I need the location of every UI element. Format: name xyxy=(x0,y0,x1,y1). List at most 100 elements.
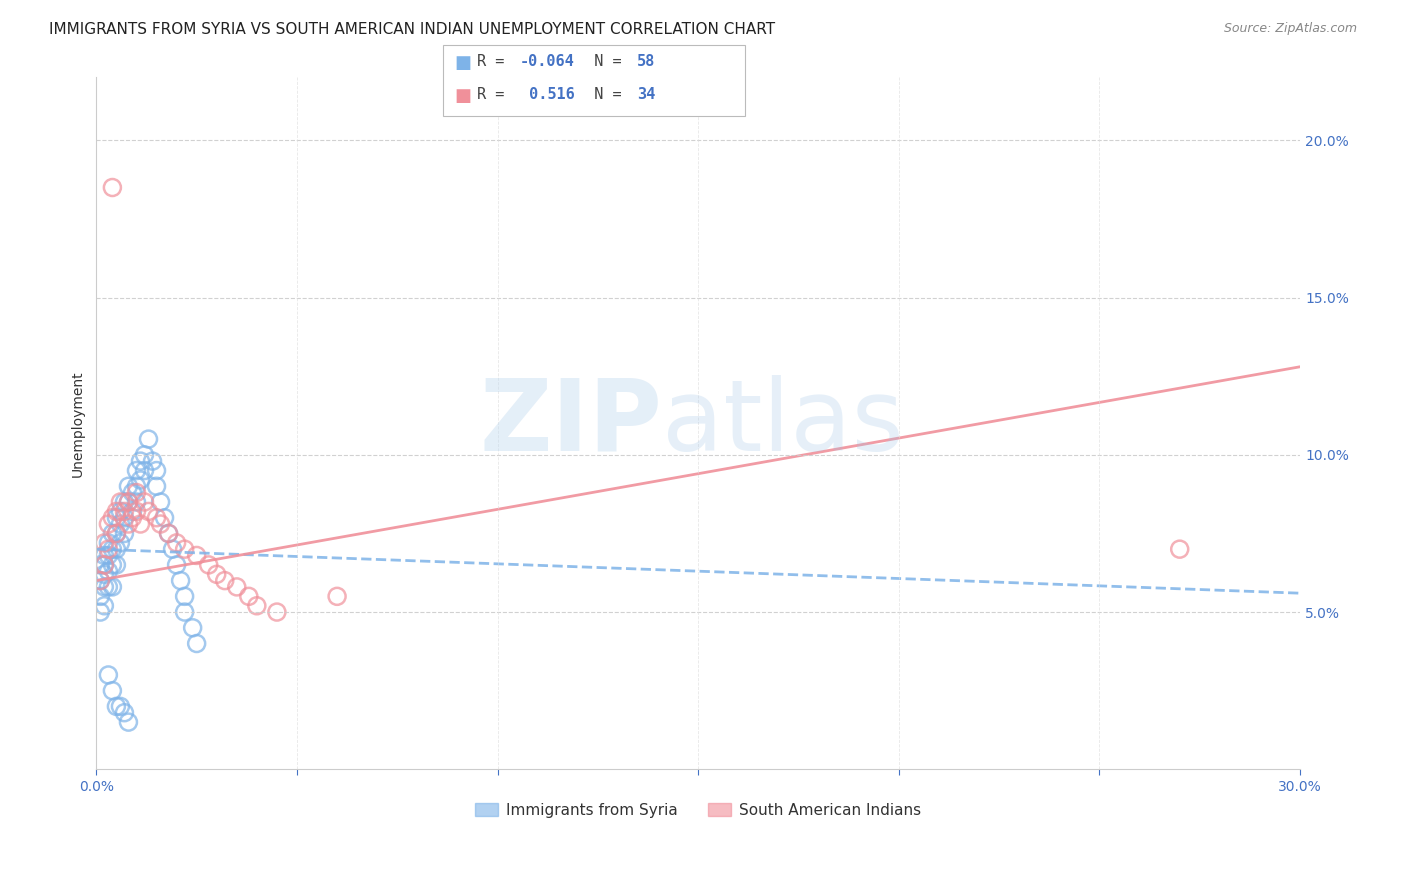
Point xyxy=(105,699,128,714)
Point xyxy=(105,504,128,518)
Point xyxy=(97,668,120,682)
Point xyxy=(97,564,120,578)
Point xyxy=(110,495,132,509)
Text: 0.516: 0.516 xyxy=(520,87,575,102)
Point xyxy=(129,454,152,468)
Point xyxy=(89,590,111,604)
Point xyxy=(117,715,139,730)
Text: R =: R = xyxy=(477,54,513,69)
Point xyxy=(125,504,148,518)
Point xyxy=(125,495,148,509)
Point xyxy=(110,516,132,531)
Point xyxy=(97,516,120,531)
Point xyxy=(197,558,219,572)
Point xyxy=(89,574,111,588)
Point xyxy=(134,464,156,478)
Point xyxy=(105,526,128,541)
Text: ■: ■ xyxy=(454,54,471,71)
Point xyxy=(101,526,124,541)
Point xyxy=(157,526,180,541)
Point xyxy=(266,605,288,619)
Point xyxy=(110,504,132,518)
Point xyxy=(157,526,180,541)
Point xyxy=(105,510,128,524)
Point xyxy=(114,526,136,541)
Text: ■: ■ xyxy=(454,87,471,104)
Point xyxy=(117,516,139,531)
Point xyxy=(117,495,139,509)
Point xyxy=(145,479,167,493)
Point xyxy=(101,683,124,698)
Point xyxy=(214,574,236,588)
Point xyxy=(101,558,124,572)
Point xyxy=(134,495,156,509)
Point xyxy=(186,549,208,563)
Point xyxy=(205,567,228,582)
Point xyxy=(97,549,120,563)
Point xyxy=(125,464,148,478)
Text: -0.064: -0.064 xyxy=(520,54,575,69)
Point xyxy=(89,558,111,572)
Point xyxy=(134,448,156,462)
Point xyxy=(97,536,120,550)
Legend: Immigrants from Syria, South American Indians: Immigrants from Syria, South American In… xyxy=(470,797,927,824)
Text: ZIP: ZIP xyxy=(479,375,662,472)
Point xyxy=(145,510,167,524)
Point xyxy=(166,558,188,572)
Point xyxy=(138,504,160,518)
Point xyxy=(105,526,128,541)
Text: 34: 34 xyxy=(637,87,655,102)
Point xyxy=(129,473,152,487)
Point xyxy=(173,590,195,604)
Point xyxy=(101,180,124,194)
Point xyxy=(117,479,139,493)
Point xyxy=(1168,542,1191,557)
Point xyxy=(114,510,136,524)
Text: N =: N = xyxy=(576,54,631,69)
Point xyxy=(153,510,176,524)
Text: N =: N = xyxy=(576,87,631,102)
Point xyxy=(169,574,191,588)
Point xyxy=(173,542,195,557)
Point xyxy=(93,536,115,550)
Point xyxy=(225,580,247,594)
Text: Source: ZipAtlas.com: Source: ZipAtlas.com xyxy=(1223,22,1357,36)
Point xyxy=(114,706,136,720)
Point xyxy=(101,580,124,594)
Point xyxy=(101,542,124,557)
Point xyxy=(246,599,269,613)
Point xyxy=(110,699,132,714)
Point xyxy=(93,599,115,613)
Point xyxy=(93,558,115,572)
Point xyxy=(121,485,143,500)
Point xyxy=(173,605,195,619)
Point xyxy=(105,558,128,572)
Point xyxy=(149,495,172,509)
Point xyxy=(149,516,172,531)
Point xyxy=(110,536,132,550)
Point xyxy=(186,636,208,650)
Point xyxy=(117,495,139,509)
Point xyxy=(89,605,111,619)
Point xyxy=(129,516,152,531)
Point xyxy=(93,580,115,594)
Point xyxy=(238,590,260,604)
Text: IMMIGRANTS FROM SYRIA VS SOUTH AMERICAN INDIAN UNEMPLOYMENT CORRELATION CHART: IMMIGRANTS FROM SYRIA VS SOUTH AMERICAN … xyxy=(49,22,775,37)
Point xyxy=(166,536,188,550)
Point xyxy=(121,510,143,524)
Y-axis label: Unemployment: Unemployment xyxy=(72,370,86,476)
Point xyxy=(89,574,111,588)
Text: atlas: atlas xyxy=(662,375,904,472)
Point xyxy=(326,590,349,604)
Point xyxy=(121,504,143,518)
Point xyxy=(93,558,115,572)
Point xyxy=(93,549,115,563)
Point xyxy=(97,580,120,594)
Point xyxy=(125,485,148,500)
Point xyxy=(101,510,124,524)
Point xyxy=(162,542,184,557)
Text: R =: R = xyxy=(477,87,513,102)
Point xyxy=(138,432,160,446)
Point xyxy=(145,464,167,478)
Text: 58: 58 xyxy=(637,54,655,69)
